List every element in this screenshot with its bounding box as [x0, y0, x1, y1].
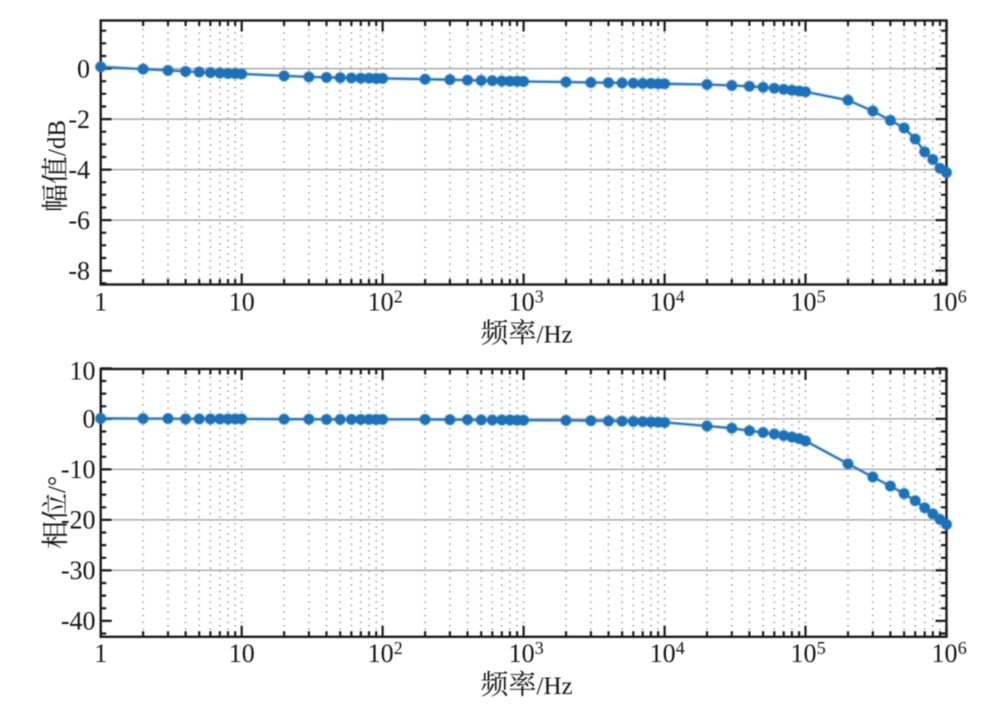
svg-text:-8: -8	[68, 256, 90, 285]
svg-text:/°: /°	[44, 476, 71, 493]
svg-text:10: 10	[229, 639, 255, 668]
svg-text:10: 10	[509, 639, 535, 668]
svg-text:3: 3	[535, 287, 544, 307]
svg-text:/Hz: /Hz	[537, 673, 573, 700]
svg-text:-30: -30	[61, 556, 96, 585]
svg-text:10: 10	[650, 639, 676, 668]
svg-text:-4: -4	[68, 155, 90, 184]
svg-text:-40: -40	[61, 607, 96, 636]
svg-text:10: 10	[368, 288, 394, 317]
svg-text:10: 10	[932, 288, 958, 317]
svg-text:1: 1	[94, 639, 107, 668]
svg-text:4: 4	[676, 638, 685, 658]
svg-text:10: 10	[368, 639, 394, 668]
svg-text:10: 10	[70, 357, 96, 386]
svg-text:2: 2	[394, 287, 403, 307]
svg-text:-2: -2	[68, 105, 90, 134]
svg-text:10: 10	[932, 639, 958, 668]
svg-text:-20: -20	[61, 506, 96, 535]
svg-text:5: 5	[817, 638, 826, 658]
svg-text:/Hz: /Hz	[537, 322, 573, 349]
svg-text:6: 6	[958, 287, 967, 307]
svg-text:10: 10	[650, 288, 676, 317]
svg-text:-10: -10	[61, 455, 96, 484]
svg-text:10: 10	[509, 288, 535, 317]
svg-text:10: 10	[791, 639, 817, 668]
svg-text:6: 6	[958, 638, 967, 658]
svg-text:10: 10	[229, 288, 255, 317]
svg-text:4: 4	[676, 287, 685, 307]
svg-text:-6: -6	[68, 206, 90, 235]
svg-text:3: 3	[535, 638, 544, 658]
svg-text:0: 0	[83, 405, 96, 434]
svg-text:10: 10	[791, 288, 817, 317]
svg-text:/dB: /dB	[44, 120, 71, 156]
svg-text:2: 2	[394, 638, 403, 658]
svg-text:0: 0	[77, 54, 90, 83]
svg-text:5: 5	[817, 287, 826, 307]
svg-text:1: 1	[94, 288, 107, 317]
